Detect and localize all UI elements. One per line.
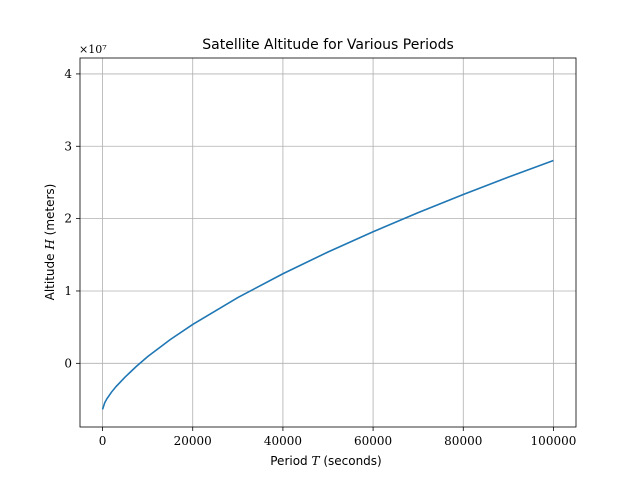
y-offset-label: ×10⁷ bbox=[79, 43, 107, 56]
x-axis-label-suffix: (seconds) bbox=[320, 454, 382, 468]
y-tick-label: 2 bbox=[64, 212, 72, 226]
y-tick-label: 0 bbox=[64, 356, 72, 370]
y-tick-label: 3 bbox=[64, 139, 72, 153]
grid bbox=[80, 58, 576, 427]
x-tick-label: 60000 bbox=[354, 434, 392, 448]
x-tick-label: 0 bbox=[99, 434, 107, 448]
x-tick-label: 100000 bbox=[531, 434, 577, 448]
y-axis-label: Altitude H (meters) bbox=[43, 184, 57, 301]
x-axis-label-symbol: T bbox=[311, 454, 320, 468]
chart-title: Satellite Altitude for Various Periods bbox=[202, 37, 454, 53]
series-line bbox=[101, 159, 554, 410]
x-tick-label: 80000 bbox=[444, 434, 482, 448]
ticks: 0 20000 40000 60000 80000 100000 0 1 2 3 4 bbox=[64, 67, 576, 448]
y-tick-label: 4 bbox=[64, 67, 72, 81]
x-tick-label: 40000 bbox=[264, 434, 302, 448]
y-axis-label-prefix: Altitude bbox=[43, 250, 57, 301]
y-tick-label: 1 bbox=[64, 284, 72, 298]
x-axis-label-prefix: Period bbox=[270, 454, 311, 468]
y-axis-label-suffix: (meters) bbox=[43, 184, 57, 240]
axes-frame bbox=[79, 57, 577, 428]
y-axis-label-symbol: H bbox=[43, 239, 57, 251]
x-tick-label: 20000 bbox=[174, 434, 212, 448]
x-axis-label: Period T (seconds) bbox=[270, 454, 381, 468]
